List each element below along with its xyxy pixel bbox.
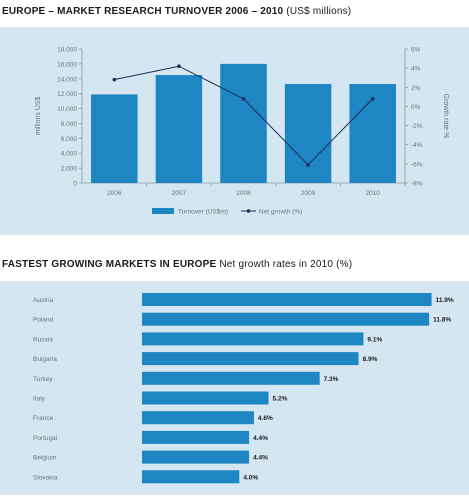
growth-bar <box>142 430 250 444</box>
country-label: Slovakia <box>33 474 58 481</box>
growth-bar <box>142 371 320 385</box>
growth-value-label: 4.0% <box>243 474 258 481</box>
growth-value-label: 11.8% <box>433 317 451 324</box>
left-axis-title: millions US$ <box>35 96 42 135</box>
turnover-chart-title-bold: EUROPE – MARKET RESEARCH TURNOVER 2006 –… <box>2 6 284 17</box>
country-label: France <box>33 415 54 422</box>
turnover-chart-panel: 0 2,000 4,000 6,000 8,000 10,000 12,000 14,000 1… <box>0 27 469 235</box>
growth-bar <box>142 411 254 425</box>
right-tick-label: -8% <box>411 181 423 188</box>
turnover-bar <box>91 94 138 183</box>
turnover-chart-title-unit: (US$ millions) <box>286 6 352 17</box>
left-tick-label: 2,000 <box>61 166 78 173</box>
country-label: Russia <box>33 336 53 343</box>
x-tick-label: 2006 <box>107 190 122 197</box>
right-tick-label: -2% <box>411 123 423 130</box>
growth-value-label: 7.3% <box>324 376 339 383</box>
growth-bar <box>142 352 359 366</box>
growth-value-label: 4.4% <box>253 435 268 442</box>
x-tick-label: 2010 <box>365 190 380 197</box>
x-tick-label: 2008 <box>236 190 251 197</box>
net-growth-point <box>177 64 181 69</box>
left-tick-label: 4,000 <box>61 151 78 158</box>
legend-turnover-label: Turnover (US$m) <box>178 209 228 216</box>
legend-turnover-swatch <box>152 208 174 214</box>
left-tick-label: 12,000 <box>57 91 77 98</box>
left-tick-label: 10,000 <box>57 106 77 113</box>
country-label: Turkey <box>33 376 53 383</box>
growth-bar <box>142 293 432 306</box>
left-tick-label: 0 <box>73 181 77 188</box>
left-tick-label: 14,000 <box>57 76 77 83</box>
right-tick-label: -6% <box>411 161 423 168</box>
turnover-bar <box>284 83 332 183</box>
turnover-bar <box>155 75 203 183</box>
left-tick-label: 18,000 <box>57 47 77 54</box>
growth-value-label: 5.2% <box>273 396 288 403</box>
growth-chart-title: FASTEST GROWING MARKETS IN EUROPE Net gr… <box>2 259 352 270</box>
right-tick-label: 6% <box>411 47 421 54</box>
turnover-bar <box>220 63 267 184</box>
right-axis-title: Growth rate % <box>442 94 449 139</box>
legend-growth-label: Net growth (%) <box>259 209 302 216</box>
growth-bar <box>142 391 269 405</box>
legend-growth-marker <box>246 209 251 213</box>
net-growth-point <box>241 96 246 101</box>
turnover-chart: 0 2,000 4,000 6,000 8,000 10,000 12,000 14,000 1… <box>35 47 449 216</box>
growth-value-label: 4.6% <box>258 415 273 422</box>
growth-chart-title-subtitle: Net growth rates in 2010 (%) <box>219 259 353 270</box>
x-tick-label: 2007 <box>172 190 187 197</box>
growth-value-label: 8.9% <box>363 356 378 363</box>
growth-bar <box>142 312 430 326</box>
net-growth-point <box>306 163 310 167</box>
right-tick-label: -4% <box>411 142 423 149</box>
turnover-chart-title: EUROPE – MARKET RESEARCH TURNOVER 2006 –… <box>2 6 351 17</box>
country-label: Austria <box>33 297 54 304</box>
right-tick-label: 0% <box>411 104 421 111</box>
growth-chart-panel: Austria 11.9% Poland 11.8% Russia 9.1% Bulgari… <box>0 281 469 495</box>
x-tick-label: 2009 <box>301 190 316 197</box>
growth-value-label: 4.4% <box>253 455 268 462</box>
country-label: Belgium <box>33 455 56 462</box>
country-label: Bulgaria <box>33 356 57 363</box>
growth-chart-title-bold: FASTEST GROWING MARKETS IN EUROPE <box>2 259 217 270</box>
country-label: Portugal <box>33 435 58 442</box>
country-label: Italy <box>33 396 46 403</box>
growth-value-label: 9.1% <box>367 336 382 343</box>
right-tick-label: 4% <box>411 66 421 73</box>
left-tick-label: 8,000 <box>61 121 78 128</box>
left-tick-label: 16,000 <box>57 61 77 68</box>
growth-bar <box>142 332 364 346</box>
net-growth-point <box>112 77 117 82</box>
growth-value-label: 11.9% <box>436 297 454 304</box>
growth-bar <box>142 450 250 464</box>
right-tick-label: 2% <box>411 85 421 92</box>
growth-bar <box>142 470 240 484</box>
net-growth-point <box>370 96 375 101</box>
growth-chart: Austria 11.9% Poland 11.8% Russia 9.1% Bulgari… <box>33 293 454 484</box>
left-tick-label: 6,000 <box>61 136 78 143</box>
country-label: Poland <box>33 317 54 324</box>
